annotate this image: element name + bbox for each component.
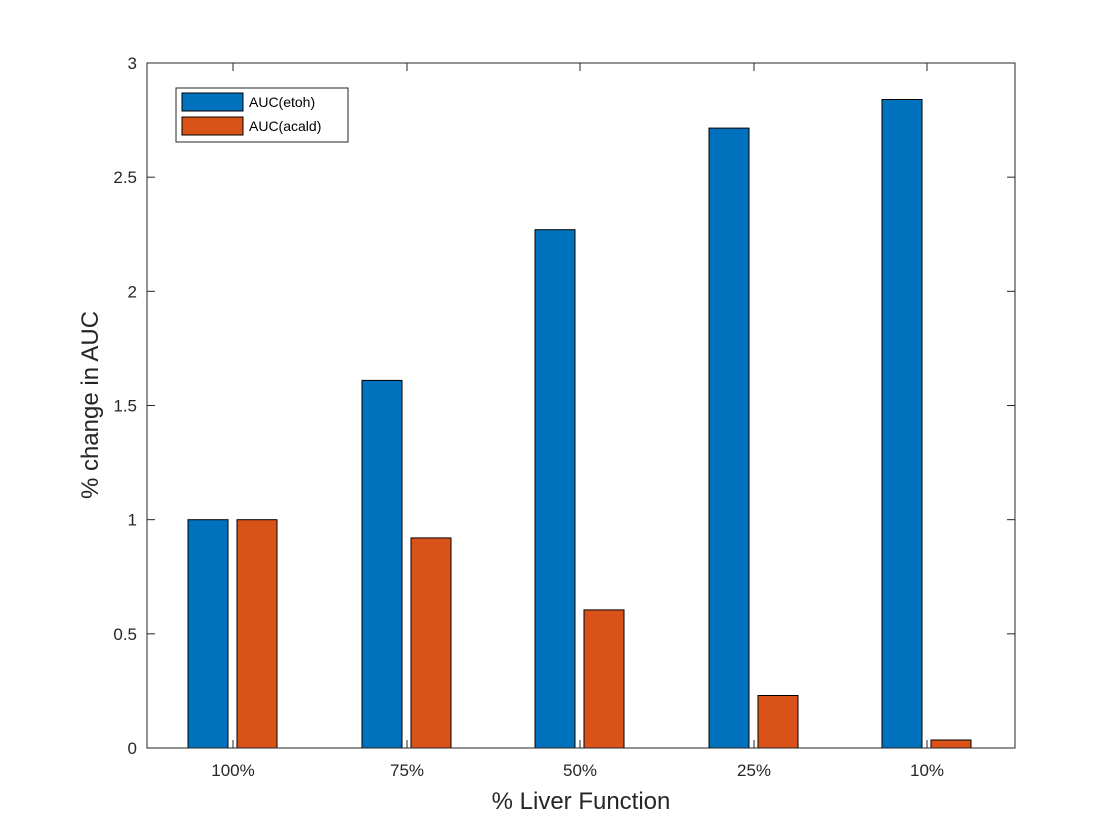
legend-label-acald: AUC(acald): [249, 118, 321, 134]
bar-etoh-4: [881, 99, 923, 749]
y-axis-ticks: 0 0.5 1 1.5 2 2.5 3: [113, 54, 1015, 758]
legend-swatch-etoh: [181, 92, 244, 112]
bar-acald-4: [930, 739, 972, 749]
bars-group: [187, 99, 972, 749]
x-tick-label-3: 25%: [737, 761, 771, 780]
y-tick-label-2: 1: [128, 511, 137, 530]
x-tick-label-1: 75%: [390, 761, 424, 780]
y-tick-label-5: 2.5: [113, 168, 137, 187]
bar-etoh-3: [708, 127, 750, 749]
bar-acald-1: [410, 537, 452, 749]
bar-etoh-2: [534, 229, 576, 749]
bar-etoh-1: [361, 379, 403, 749]
y-tick-label-4: 2: [128, 282, 137, 301]
y-tick-label-3: 1.5: [113, 397, 137, 416]
plot-area: [147, 63, 1015, 748]
x-tick-label-2: 50%: [563, 761, 597, 780]
y-tick-label-1: 0.5: [113, 625, 137, 644]
x-tick-label-0: 100%: [211, 761, 254, 780]
bar-acald-2: [583, 609, 625, 749]
y-axis-title: % change in AUC: [77, 311, 104, 499]
bar-acald-3: [757, 695, 799, 749]
x-tick-label-4: 10%: [910, 761, 944, 780]
bar-acald-0: [236, 519, 278, 749]
x-axis-title: % Liver Function: [492, 788, 671, 815]
x-axis-ticks: 100% 75% 50% 25% 10%: [211, 63, 944, 780]
legend-swatch-acald: [181, 116, 244, 136]
legend: AUC(etoh) AUC(acald): [175, 87, 349, 143]
y-tick-label-6: 3: [128, 54, 137, 73]
legend-label-etoh: AUC(etoh): [249, 94, 315, 110]
y-tick-label-0: 0: [128, 739, 137, 758]
bar-etoh-0: [187, 519, 229, 749]
